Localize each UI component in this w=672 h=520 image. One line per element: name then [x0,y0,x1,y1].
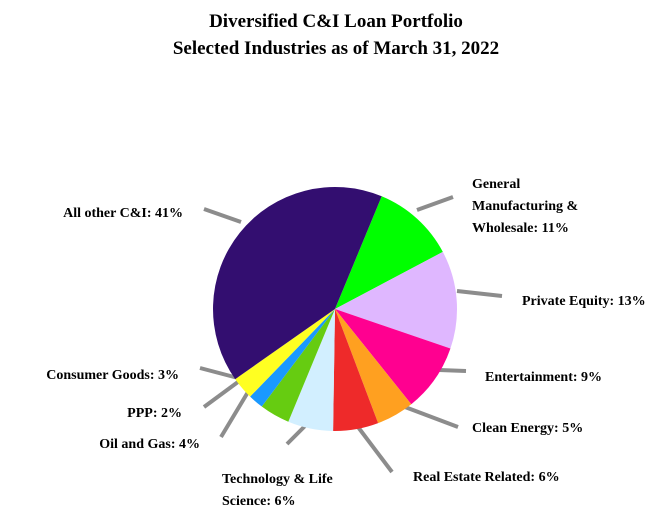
slice-label: Consumer Goods: 3% [46,368,179,383]
pie-slice-all-other-c-i [213,187,382,380]
leader-line [219,390,250,439]
slice-label: Manufacturing & [472,199,578,214]
leader-line [438,368,467,373]
slice-labels: General Manufacturing & Wholesale: 11% Priv… [46,177,645,509]
pie-slice-ppp [250,309,335,407]
leader-line [353,421,394,474]
slice-label: Wholesale: 11% [472,221,569,236]
slice-label: General [472,177,520,192]
slice-label: Entertainment: 9% [485,370,602,385]
leader-line [202,377,244,409]
leader-line [416,195,454,212]
slice-label: Clean Energy: 5% [472,421,583,436]
slice-label: Oil and Gas: 4% [99,437,200,452]
leader-line [203,207,242,224]
slice-label: All other C&I: 41% [63,206,183,221]
leader-line [199,366,239,380]
chart-subtitle: Selected Industries as of March 31, 2022 [173,38,499,59]
slice-label: Science: 6% [222,494,295,509]
pie-slices [213,187,457,431]
leader-line [456,289,503,298]
pie-slice-consumer-goods [235,309,335,397]
pie-slice-entertainment [335,309,451,405]
pie-slice-oil-and-gas [261,309,335,422]
pie-slice-real-estate-related [333,309,379,431]
slice-label: Technology & Life [222,472,333,487]
chart-title: Diversified C&I Loan Portfolio [209,11,463,32]
slice-label: PPP: 2% [127,406,182,421]
slice-label: Real Estate Related: 6% [413,470,560,485]
pie-slice-technology-life-science [288,309,335,431]
pie-slice-clean-energy [335,309,412,424]
pie-slice-private-equity [335,251,457,349]
slice-label: Private Equity: 13% [522,294,646,309]
pie-slice-general-manufacturing-wholesale [335,196,443,309]
leader-line [404,405,459,429]
